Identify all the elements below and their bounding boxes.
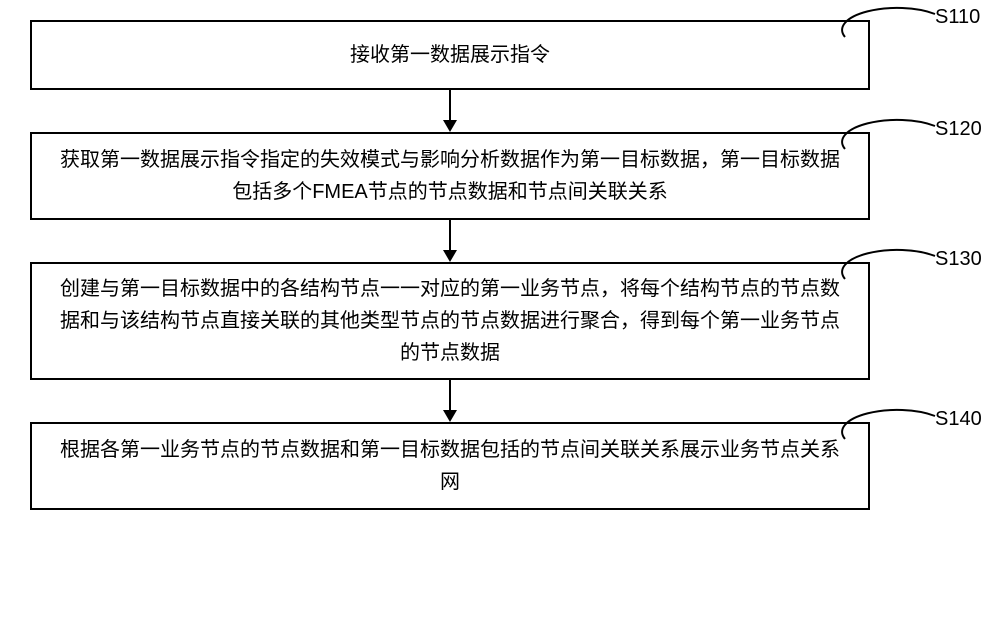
step-text: 根据各第一业务节点的节点数据和第一目标数据包括的节点间关联关系展示业务节点关系网 bbox=[52, 434, 848, 498]
arrow-s120-s130 bbox=[30, 220, 870, 262]
step-box-s110: 接收第一数据展示指令 bbox=[30, 20, 870, 90]
step-label-s110: S110 bbox=[935, 6, 980, 29]
step-box-s130: 创建与第一目标数据中的各结构节点一一对应的第一业务节点，将每个结构节点的节点数据… bbox=[30, 262, 870, 380]
step-text: 获取第一数据展示指令指定的失效模式与影响分析数据作为第一目标数据，第一目标数据包… bbox=[52, 144, 848, 208]
step-label-s140: S140 bbox=[935, 408, 982, 431]
arrow-s130-s140 bbox=[30, 380, 870, 422]
step-box-s120: 获取第一数据展示指令指定的失效模式与影响分析数据作为第一目标数据，第一目标数据包… bbox=[30, 132, 870, 220]
step-label-s130: S130 bbox=[935, 248, 982, 271]
arrow-s110-s120 bbox=[30, 90, 870, 132]
step-label-s120: S120 bbox=[935, 118, 982, 141]
step-box-s140: 根据各第一业务节点的节点数据和第一目标数据包括的节点间关联关系展示业务节点关系网 bbox=[30, 422, 870, 510]
flowchart-container: 接收第一数据展示指令 S110 获取第一数据展示指令指定的失效模式与影响分析数据… bbox=[30, 20, 970, 510]
step-text: 接收第一数据展示指令 bbox=[350, 39, 550, 71]
step-text: 创建与第一目标数据中的各结构节点一一对应的第一业务节点，将每个结构节点的节点数据… bbox=[52, 273, 848, 369]
